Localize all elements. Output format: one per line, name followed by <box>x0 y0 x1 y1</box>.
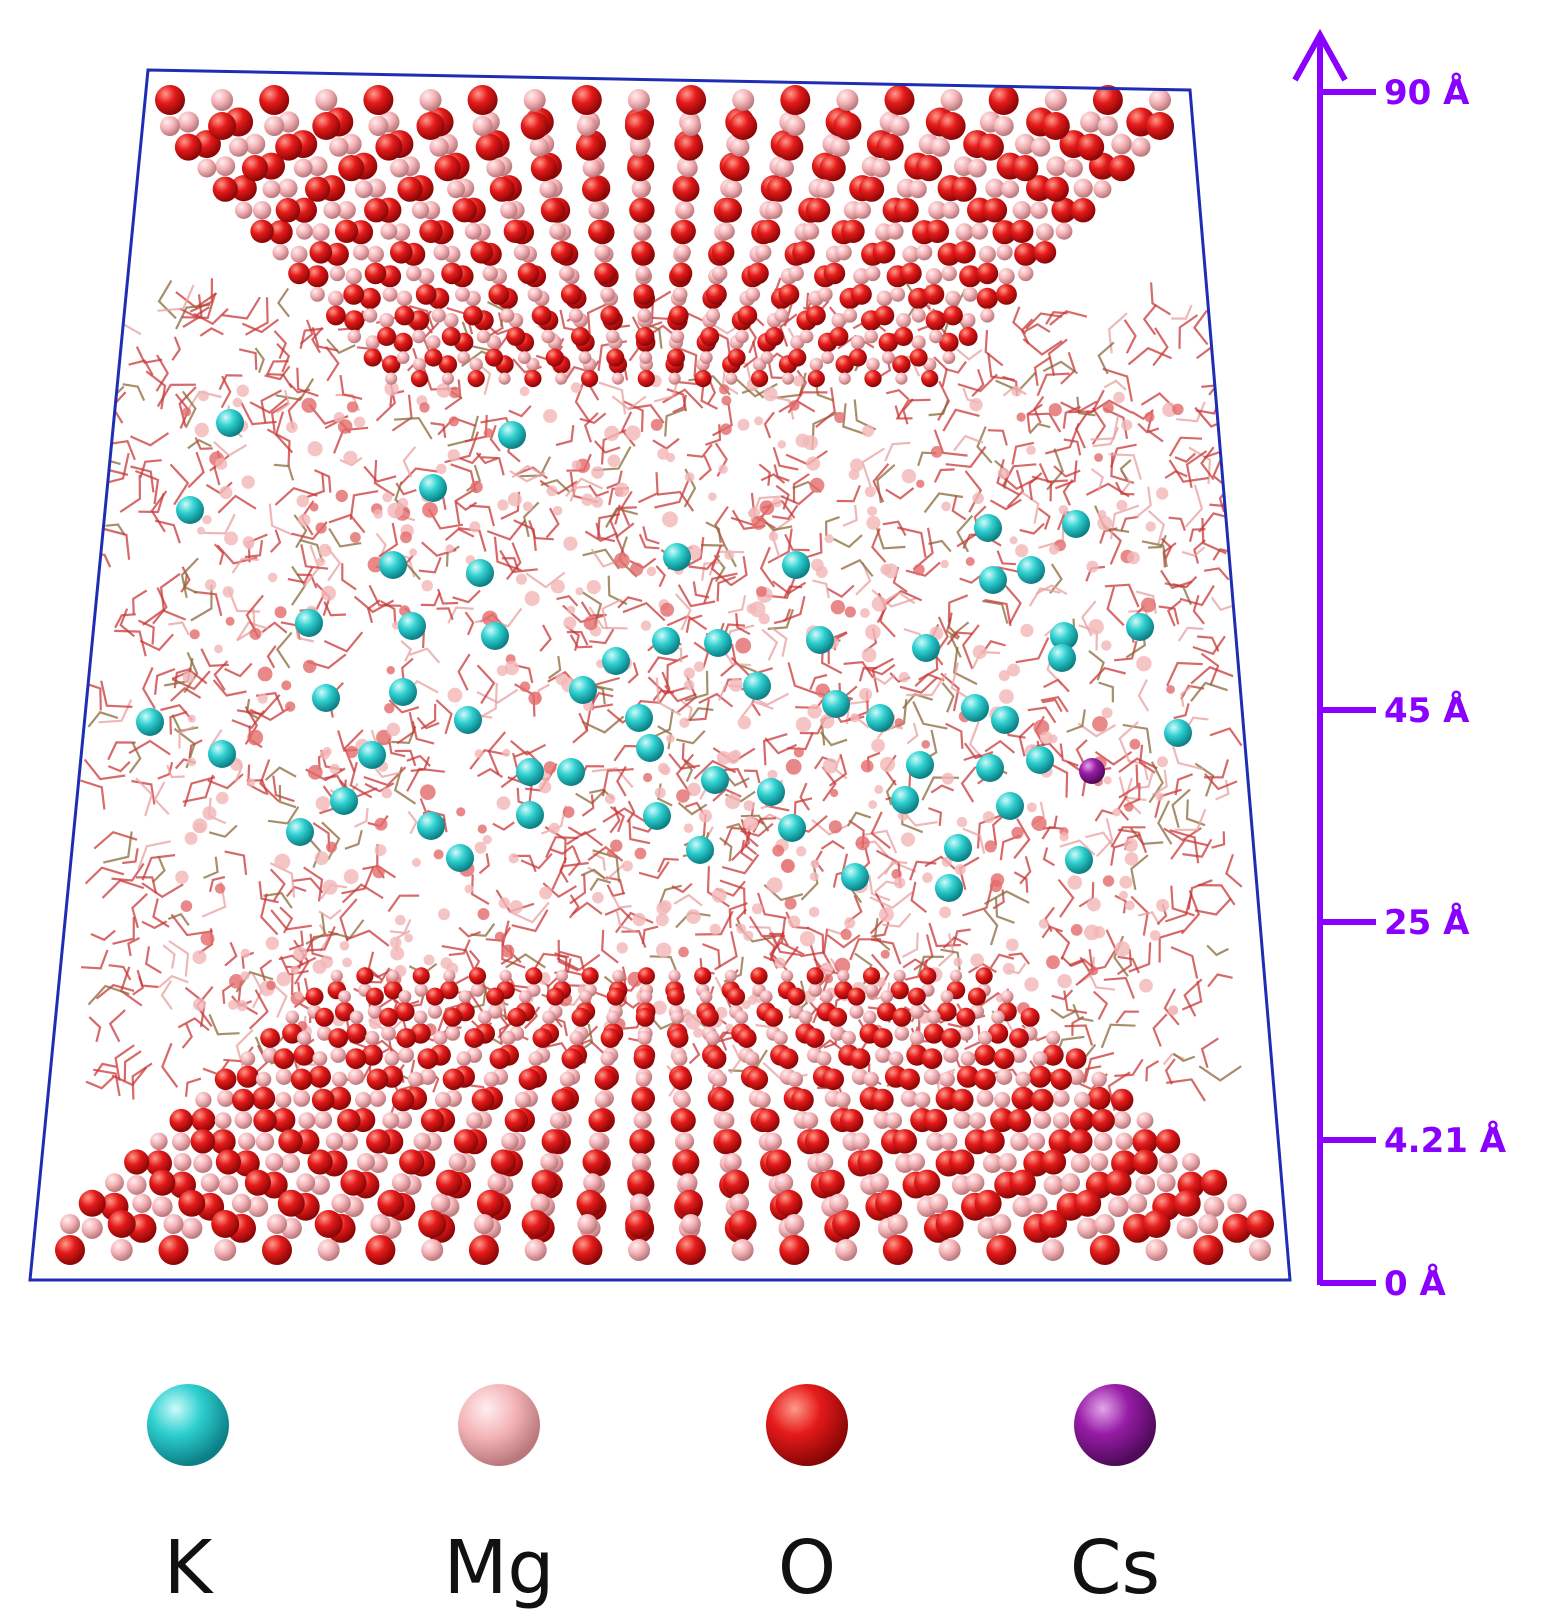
potassium-ion <box>454 706 482 734</box>
scale-tick-label: 0 Å <box>1384 1263 1446 1304</box>
potassium-ion <box>1126 613 1154 641</box>
potassium-ion <box>557 758 585 786</box>
legend-label: Mg <box>444 1525 555 1611</box>
potassium-ion <box>466 559 494 587</box>
potassium-ions <box>136 409 1192 902</box>
potassium-ion <box>1048 644 1076 672</box>
potassium-ion <box>446 844 474 872</box>
legend-label: Cs <box>1070 1525 1160 1611</box>
potassium-ion <box>216 409 244 437</box>
potassium-ion <box>743 672 771 700</box>
potassium-ion <box>389 678 417 706</box>
potassium-ion <box>912 634 940 662</box>
potassium-ion <box>481 622 509 650</box>
potassium-ion <box>652 627 680 655</box>
o-atom-sphere-icon <box>766 1384 848 1466</box>
potassium-ion <box>866 704 894 732</box>
potassium-ion <box>417 812 445 840</box>
potassium-ion <box>398 612 426 640</box>
water-molecules <box>79 277 1243 1114</box>
potassium-ion <box>286 818 314 846</box>
potassium-ion <box>312 684 340 712</box>
potassium-ion <box>643 802 671 830</box>
potassium-ion <box>991 706 1019 734</box>
potassium-ion <box>841 863 869 891</box>
potassium-ion <box>295 609 323 637</box>
potassium-ion <box>636 734 664 762</box>
potassium-ion <box>782 551 810 579</box>
potassium-ion <box>944 834 972 862</box>
potassium-ion <box>330 787 358 815</box>
potassium-ion <box>935 874 963 902</box>
box-outline <box>28 68 1292 1282</box>
potassium-ion <box>379 551 407 579</box>
cs-atom-sphere-icon <box>1074 1384 1156 1466</box>
legend-label: K <box>164 1525 215 1611</box>
potassium-ion <box>891 786 919 814</box>
scale-tick-label: 45 Å <box>1384 690 1470 731</box>
height-scale-bar: 90 Å 45 Å 25 Å 4.21 Å 0 Å <box>1292 28 1507 1304</box>
potassium-ion <box>1026 746 1054 774</box>
potassium-ion <box>516 801 544 829</box>
potassium-ion <box>1164 719 1192 747</box>
top-mgo-slab <box>155 85 1174 388</box>
potassium-ion <box>996 792 1024 820</box>
potassium-ion <box>976 754 1004 782</box>
scale-tick-label: 90 Å <box>1384 72 1470 113</box>
simulation-box <box>28 68 1292 1282</box>
potassium-ion <box>822 690 850 718</box>
potassium-ion <box>358 741 386 769</box>
cesium-ion <box>1079 758 1105 784</box>
atom-legend: K Mg O Cs <box>147 1384 1160 1611</box>
potassium-ion <box>757 778 785 806</box>
potassium-ion <box>1050 622 1078 650</box>
legend-item-o: O <box>766 1384 848 1611</box>
potassium-ion <box>136 708 164 736</box>
legend-item-mg: Mg <box>444 1384 555 1611</box>
k-atom-sphere-icon <box>147 1384 229 1466</box>
potassium-ion <box>806 626 834 654</box>
potassium-ion <box>663 543 691 571</box>
potassium-ion <box>498 421 526 449</box>
potassium-ion <box>686 836 714 864</box>
scale-tick-label: 25 Å <box>1384 902 1470 943</box>
potassium-ion <box>961 694 989 722</box>
potassium-ion <box>602 647 630 675</box>
scale-arrow-icon <box>1292 28 1348 82</box>
legend-item-k: K <box>147 1384 229 1611</box>
potassium-ion <box>176 496 204 524</box>
potassium-ion <box>974 514 1002 542</box>
potassium-ion <box>1017 556 1045 584</box>
potassium-ion <box>1065 846 1093 874</box>
potassium-ion <box>569 676 597 704</box>
potassium-ion <box>208 740 236 768</box>
legend-item-cs: Cs <box>1070 1384 1160 1611</box>
potassium-ion <box>625 704 653 732</box>
legend-label: O <box>778 1525 836 1611</box>
potassium-ion <box>419 474 447 502</box>
potassium-ion <box>979 566 1007 594</box>
bottom-mgo-slab <box>55 967 1274 1265</box>
scale-tick-label: 4.21 Å <box>1384 1120 1507 1161</box>
potassium-ion <box>906 751 934 779</box>
potassium-ion <box>1062 510 1090 538</box>
mg-atom-sphere-icon <box>458 1384 540 1466</box>
potassium-ion <box>701 766 729 794</box>
potassium-ion <box>778 814 806 842</box>
potassium-ion <box>516 758 544 786</box>
potassium-ion <box>704 629 732 657</box>
